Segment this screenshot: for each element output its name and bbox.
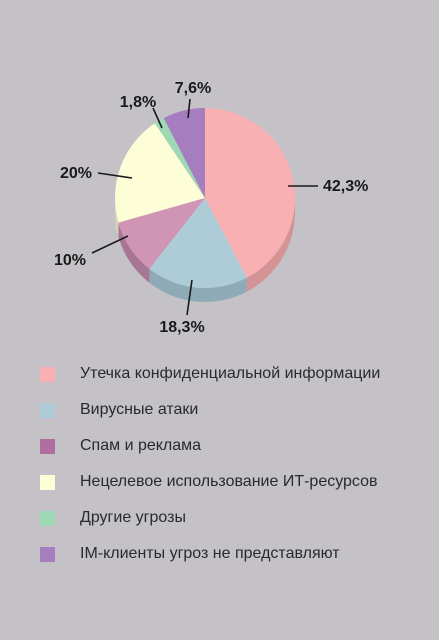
label-leader-line xyxy=(97,172,133,179)
label-leader-line xyxy=(91,235,129,254)
legend-swatch xyxy=(40,546,55,562)
slice-value-label: 10% xyxy=(54,252,86,269)
legend-label: Спам и реклама xyxy=(80,437,202,454)
pie-slice-side xyxy=(246,198,295,292)
slice-value-label: 7,6% xyxy=(175,80,211,97)
pie-slice xyxy=(205,108,295,278)
pie-slice xyxy=(118,198,205,269)
legend-item: IM-клиенты угроз не представляют xyxy=(40,536,380,572)
pie-slice xyxy=(163,108,205,198)
legend-item: Вирусные атаки xyxy=(40,392,380,428)
legend-item: Нецелевое использование ИТ-ресурсов xyxy=(40,464,380,500)
legend-label: Утечка конфиденциальной информации xyxy=(80,365,381,382)
legend-label: Нецелевое использование ИТ-ресурсов xyxy=(80,473,378,490)
pie-slice-side xyxy=(149,268,247,302)
legend-label: Другие угрозы xyxy=(80,509,186,526)
slice-value-label: 20% xyxy=(60,165,92,182)
legend-swatch xyxy=(40,510,55,526)
legend-item: Спам и реклама xyxy=(40,428,380,464)
label-leader-line xyxy=(187,98,191,119)
legend-swatch xyxy=(40,474,55,490)
legend-label: IM-клиенты угроз не представляют xyxy=(80,545,340,562)
legend-label: Вирусные атаки xyxy=(80,401,199,418)
slice-value-label: 1,8% xyxy=(120,94,156,111)
pie-slice xyxy=(115,123,205,223)
chart-legend: Утечка конфиденциальной информации Вирусн… xyxy=(40,356,380,572)
legend-swatch xyxy=(40,438,55,454)
pie-slice xyxy=(149,198,247,288)
pie-slice xyxy=(154,118,205,198)
legend-swatch xyxy=(40,366,55,382)
legend-item: Другие угрозы xyxy=(40,500,380,536)
pie-slice-side xyxy=(115,198,119,237)
legend-swatch xyxy=(40,402,55,418)
slice-value-label: 18,3% xyxy=(159,319,204,336)
legend-item: Утечка конфиденциальной информации xyxy=(40,356,380,392)
pie-chart: 42,3% 18,3% 10% 20% 1,8% 7,6% xyxy=(54,80,368,336)
pie-slice-side xyxy=(118,222,150,283)
slice-value-label: 42,3% xyxy=(323,178,368,195)
label-leader-line xyxy=(186,279,193,316)
label-leader-line xyxy=(152,107,163,129)
